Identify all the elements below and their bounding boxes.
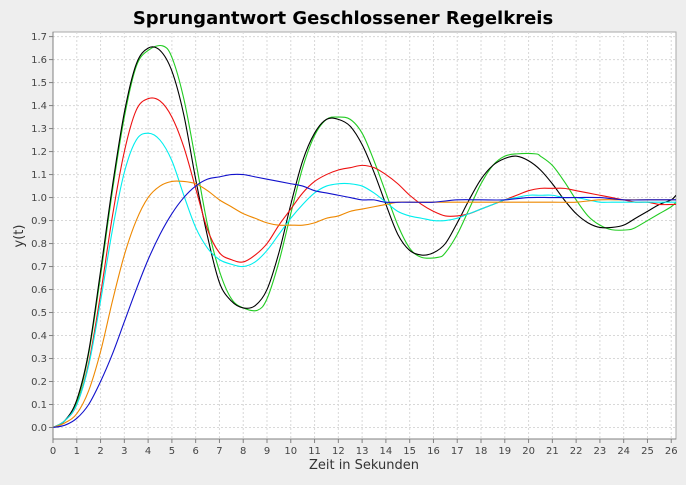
- x-tick-label: 1: [74, 446, 80, 457]
- x-tick-label: 21: [546, 446, 559, 457]
- y-tick-label: 1.1: [31, 170, 47, 181]
- y-tick-label: 0.1: [31, 400, 47, 411]
- y-tick-label: 0.9: [31, 216, 47, 227]
- y-tick-label: 0.8: [31, 239, 47, 250]
- x-tick-labels: 0 1 2 3 4 5 6 7 8 9 10 11 12 13 14 15 16 17 18 19 20 21 22 23 24…: [50, 446, 678, 457]
- y-tick-label: 1.4: [31, 101, 47, 112]
- x-tick-label: 20: [522, 446, 535, 457]
- series-lines: [53, 44, 676, 429]
- x-tick-label: 5: [169, 446, 175, 457]
- x-tick-label: 7: [216, 446, 222, 457]
- y-tick-label: 1.0: [31, 193, 47, 204]
- x-tick-label: 11: [308, 446, 321, 457]
- x-tick-label: 12: [332, 446, 345, 457]
- x-tick-label: 2: [97, 446, 103, 457]
- x-tick-label: 18: [475, 446, 488, 457]
- x-tick-label: 26: [665, 446, 678, 457]
- y-tick-label: 0.3: [31, 354, 47, 365]
- x-tick-label: 0: [50, 446, 56, 457]
- x-tick-label: 6: [192, 446, 198, 457]
- x-tick-label: 4: [145, 446, 151, 457]
- y-tick-label: 0.4: [31, 331, 47, 342]
- x-tick-label: 8: [240, 446, 246, 457]
- x-tick-label: 3: [121, 446, 127, 457]
- x-tick-label: 24: [617, 446, 630, 457]
- x-tick-label: 25: [641, 446, 654, 457]
- x-tick-label: 14: [380, 446, 393, 457]
- axes: [49, 32, 676, 443]
- y-axis-label: y(t): [12, 225, 27, 248]
- x-tick-label: 17: [451, 446, 464, 457]
- plot-area: [52, 31, 677, 440]
- x-tick-label: 16: [427, 446, 440, 457]
- series-line-6: [53, 173, 676, 429]
- series-line-2: [53, 46, 676, 428]
- y-tick-label: 1.3: [31, 124, 47, 135]
- series-line-5: [53, 180, 676, 429]
- y-tick-label: 0.0: [31, 423, 47, 434]
- x-tick-label: 13: [356, 446, 369, 457]
- y-tick-label: 0.7: [31, 262, 47, 273]
- x-tick-label: 15: [403, 446, 416, 457]
- y-tick-labels: 0.0 0.1 0.2 0.3 0.4 0.5 0.6 0.7 0.8 0.9 1.0 1.1 1.2 1…: [31, 32, 47, 434]
- x-tick-label: 9: [264, 446, 270, 457]
- y-tick-label: 1.6: [31, 55, 47, 66]
- x-tick-label: 10: [284, 446, 297, 457]
- chart-title: Sprungantwort Geschlossener Regelkreis: [133, 8, 553, 29]
- y-tick-label: 1.5: [31, 78, 47, 89]
- series-line-1: [53, 44, 676, 428]
- x-tick-label: 22: [570, 446, 583, 457]
- x-tick-label: 23: [594, 446, 607, 457]
- x-axis-label: Zeit in Sekunden: [309, 458, 419, 473]
- y-tick-label: 0.6: [31, 285, 47, 296]
- y-tick-label: 1.2: [31, 147, 47, 158]
- series-line-3: [53, 97, 676, 428]
- x-tick-label: 19: [498, 446, 511, 457]
- y-tick-label: 0.5: [31, 308, 47, 319]
- y-tick-label: 0.2: [31, 377, 47, 388]
- y-tick-label: 1.7: [31, 32, 47, 43]
